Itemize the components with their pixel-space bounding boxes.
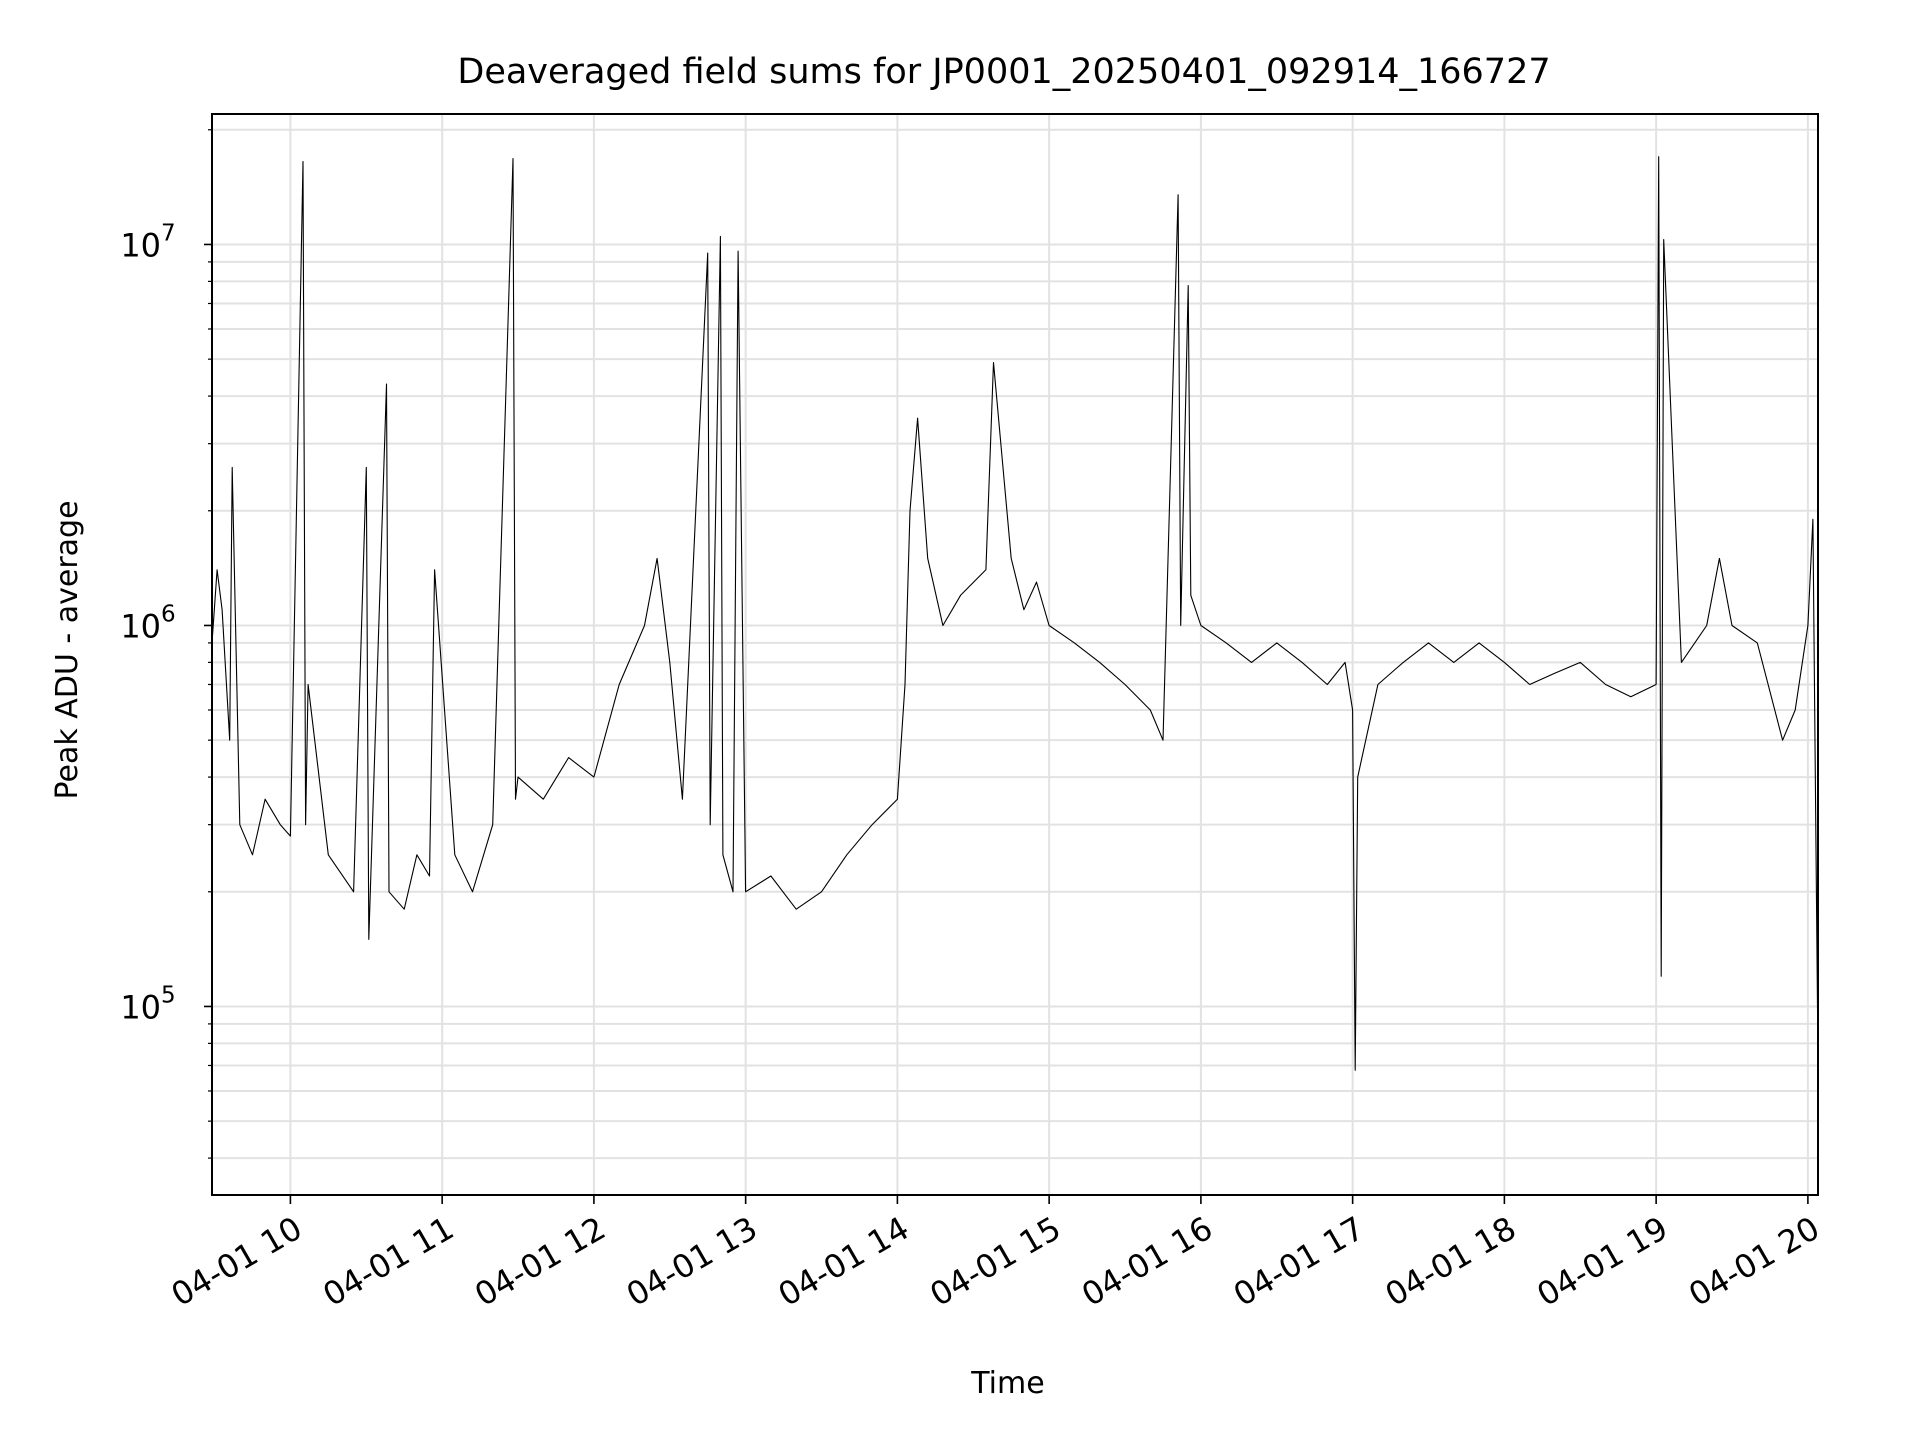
- grid-lines: [212, 114, 1818, 1195]
- plot-frame: [211, 113, 1819, 1196]
- series-line: [211, 156, 1819, 1071]
- y-tick-label: 105: [120, 982, 175, 1026]
- x-axis-label: Time: [970, 1366, 1044, 1401]
- chart-title: Deaveraged field sums for JP0001_2025040…: [457, 52, 1550, 92]
- data-series: [211, 156, 1819, 1071]
- y-tick-label: 107: [120, 220, 175, 264]
- y-axis-label: Peak ADU - average: [50, 500, 85, 799]
- y-tick-label: 106: [120, 601, 175, 645]
